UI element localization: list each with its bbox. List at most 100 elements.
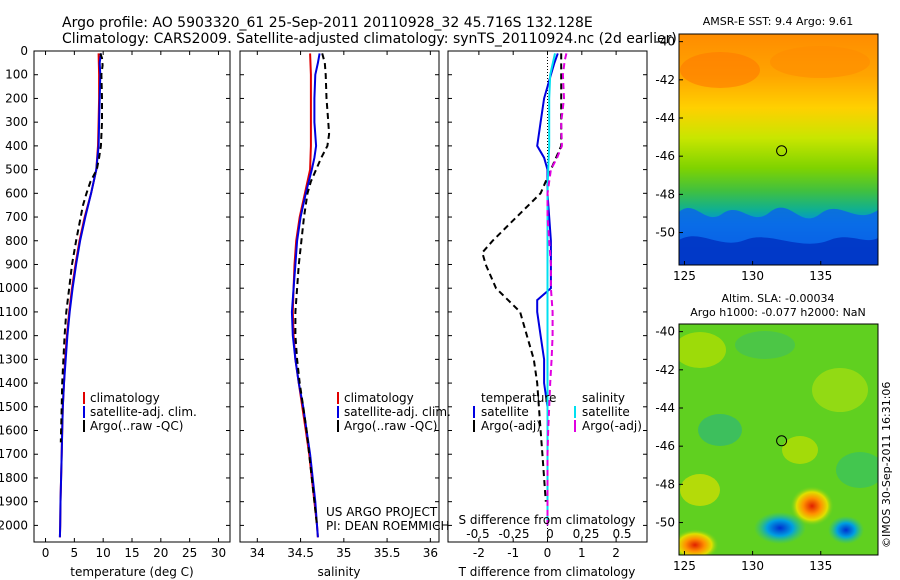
depth-tick-label: 600: [5, 186, 28, 200]
title-line-2: Climatology: CARS2009. Satellite-adjuste…: [62, 31, 677, 47]
depth-tick-label: 200: [5, 91, 28, 105]
credit-project: US ARGO PROJECT: [326, 505, 438, 519]
depth-tick-label: 1900: [0, 495, 28, 509]
sla-patch: [836, 452, 878, 488]
sla-patch: [698, 414, 742, 446]
map-lat-label: -48: [655, 477, 675, 491]
depth-tick-label: 700: [5, 210, 28, 224]
depth-tick-label: 1200: [0, 329, 28, 343]
x-tick-label: 5: [71, 546, 79, 560]
sst-warm-patch: [680, 52, 760, 88]
sla-patch: [679, 332, 726, 368]
x-tick-label: 10: [96, 546, 111, 560]
x-tick-label: -1: [507, 546, 519, 560]
series-line-satellite-adj-clim-: [58, 53, 102, 538]
x-tick-label: 34.5: [287, 546, 314, 560]
x-tick-label: 0: [544, 546, 552, 560]
depth-tick-label: 400: [5, 139, 28, 153]
series-line-salinity-satellite: [546, 53, 556, 526]
depth-tick-label: 0: [20, 44, 28, 58]
sla-low-eddy: [828, 516, 864, 544]
x-tick-label: 34: [250, 546, 265, 560]
sla-patch: [680, 474, 720, 506]
x-tick-label: -2: [473, 546, 485, 560]
temperature-legend: climatology satellite-adj. clim. Argo(..…: [83, 391, 197, 433]
difference-legend: temperature satellite Argo(-adj) salinit…: [473, 391, 642, 433]
difference-series: [481, 53, 568, 526]
map-lon-label: 130: [741, 269, 764, 283]
legend-title-salinity: salinity: [582, 391, 625, 405]
temperature-panel: [33, 50, 231, 543]
x-tick-label: 15: [124, 546, 139, 560]
map-lat-label: -44: [655, 401, 675, 415]
depth-tick-label: 100: [5, 68, 28, 82]
x-tick-label: 25: [182, 546, 197, 560]
depth-tick-label: 300: [5, 115, 28, 129]
map-lat-label: -42: [655, 363, 675, 377]
difference-xlabel: T difference from climatology: [458, 565, 636, 579]
depth-tick-label: 1300: [0, 352, 28, 366]
sla-high-eddy: [679, 529, 719, 555]
sla-high-eddy: [790, 486, 834, 526]
series-line-argo-raw-qc-: [294, 53, 331, 526]
credit-pi: PI: DEAN ROEMMICH: [326, 519, 449, 533]
x2-tick-label: -0.25: [498, 527, 529, 541]
map-lat-label: -48: [655, 187, 675, 201]
map-lon-label: 125: [673, 559, 696, 573]
depth-tick-label: 1100: [0, 305, 28, 319]
difference-xlabel-2: S difference from climatology: [459, 513, 636, 527]
x-tick-label: 35.5: [374, 546, 401, 560]
sla-map-axes: -40 -42 -44 -46 -48 -50 125 130 135: [655, 325, 832, 573]
legend-label-argo: Argo(..raw -QC): [90, 419, 183, 433]
series-line-temperature-argo-adj-: [481, 53, 563, 502]
map-lat-label: -50: [655, 516, 675, 530]
x2-tick-label: -0.5: [466, 527, 489, 541]
x2-tick-label: 0.25: [573, 527, 600, 541]
legend-label-temp-argo: Argo(-adj): [481, 419, 541, 433]
sst-map-image: [679, 34, 878, 265]
sla-map-image: [679, 324, 878, 555]
sst-warm-patch: [770, 46, 870, 78]
x-tick-label: 0: [42, 546, 50, 560]
depth-tick-label: 2000: [0, 518, 28, 532]
legend-label-sal-satellite: satellite: [582, 405, 630, 419]
map-lat-label: -50: [655, 226, 675, 240]
map-lon-label: 135: [809, 269, 832, 283]
salinity-legend: climatology satellite-adj. clim. Argo(..…: [337, 391, 451, 433]
legend-label-satellite: satellite-adj. clim.: [344, 405, 451, 419]
map-lon-label: 130: [741, 559, 764, 573]
x2-tick-label: 0.5: [612, 527, 631, 541]
map-lat-label: -46: [655, 439, 675, 453]
sla-patch: [812, 368, 868, 412]
map-lat-label: -40: [655, 325, 675, 339]
map-lat-label: -46: [655, 149, 675, 163]
depth-tick-label: 500: [5, 163, 28, 177]
salinity-panel: [239, 50, 440, 543]
sla-map-title-1: Altim. SLA: -0.00034: [721, 292, 834, 305]
depth-tick-label: 1400: [0, 376, 28, 390]
imos-stamp: ©IMOS 30-Sep-2011 16:31:06: [880, 382, 893, 548]
series-line-salinity-argo-adj-: [546, 53, 568, 526]
legend-label-climatology: climatology: [344, 391, 414, 405]
temperature-series: [58, 53, 104, 538]
sst-argo-marker: [776, 145, 788, 157]
x-tick-label: 2: [612, 546, 620, 560]
title-line-1: Argo profile: AO 5903320_61 25-Sep-2011 …: [62, 15, 593, 31]
sla-map-frame: [678, 323, 879, 556]
sst-map-axes: -40 -42 -44 -46 -48 -50 125 130 135: [655, 35, 832, 283]
sst-cold-band: [679, 236, 878, 265]
series-line-argo-raw-qc-: [59, 53, 104, 443]
salinity-xlabel: salinity: [317, 565, 360, 579]
depth-tick-label: 1500: [0, 400, 28, 414]
legend-label-temp-satellite: satellite: [481, 405, 529, 419]
map-lon-label: 125: [673, 269, 696, 283]
depth-tick-label: 1700: [0, 447, 28, 461]
sla-map-title-2: Argo h1000: -0.077 h2000: NaN: [690, 306, 866, 319]
depth-tick-label: 1600: [0, 424, 28, 438]
x-tick-label: 1: [578, 546, 586, 560]
legend-title-temperature: temperature: [481, 391, 556, 405]
salinity-series: [290, 53, 331, 538]
sst-map-title: AMSR-E SST: 9.4 Argo: 9.61: [703, 15, 854, 28]
legend-label-argo: Argo(..raw -QC): [344, 419, 437, 433]
